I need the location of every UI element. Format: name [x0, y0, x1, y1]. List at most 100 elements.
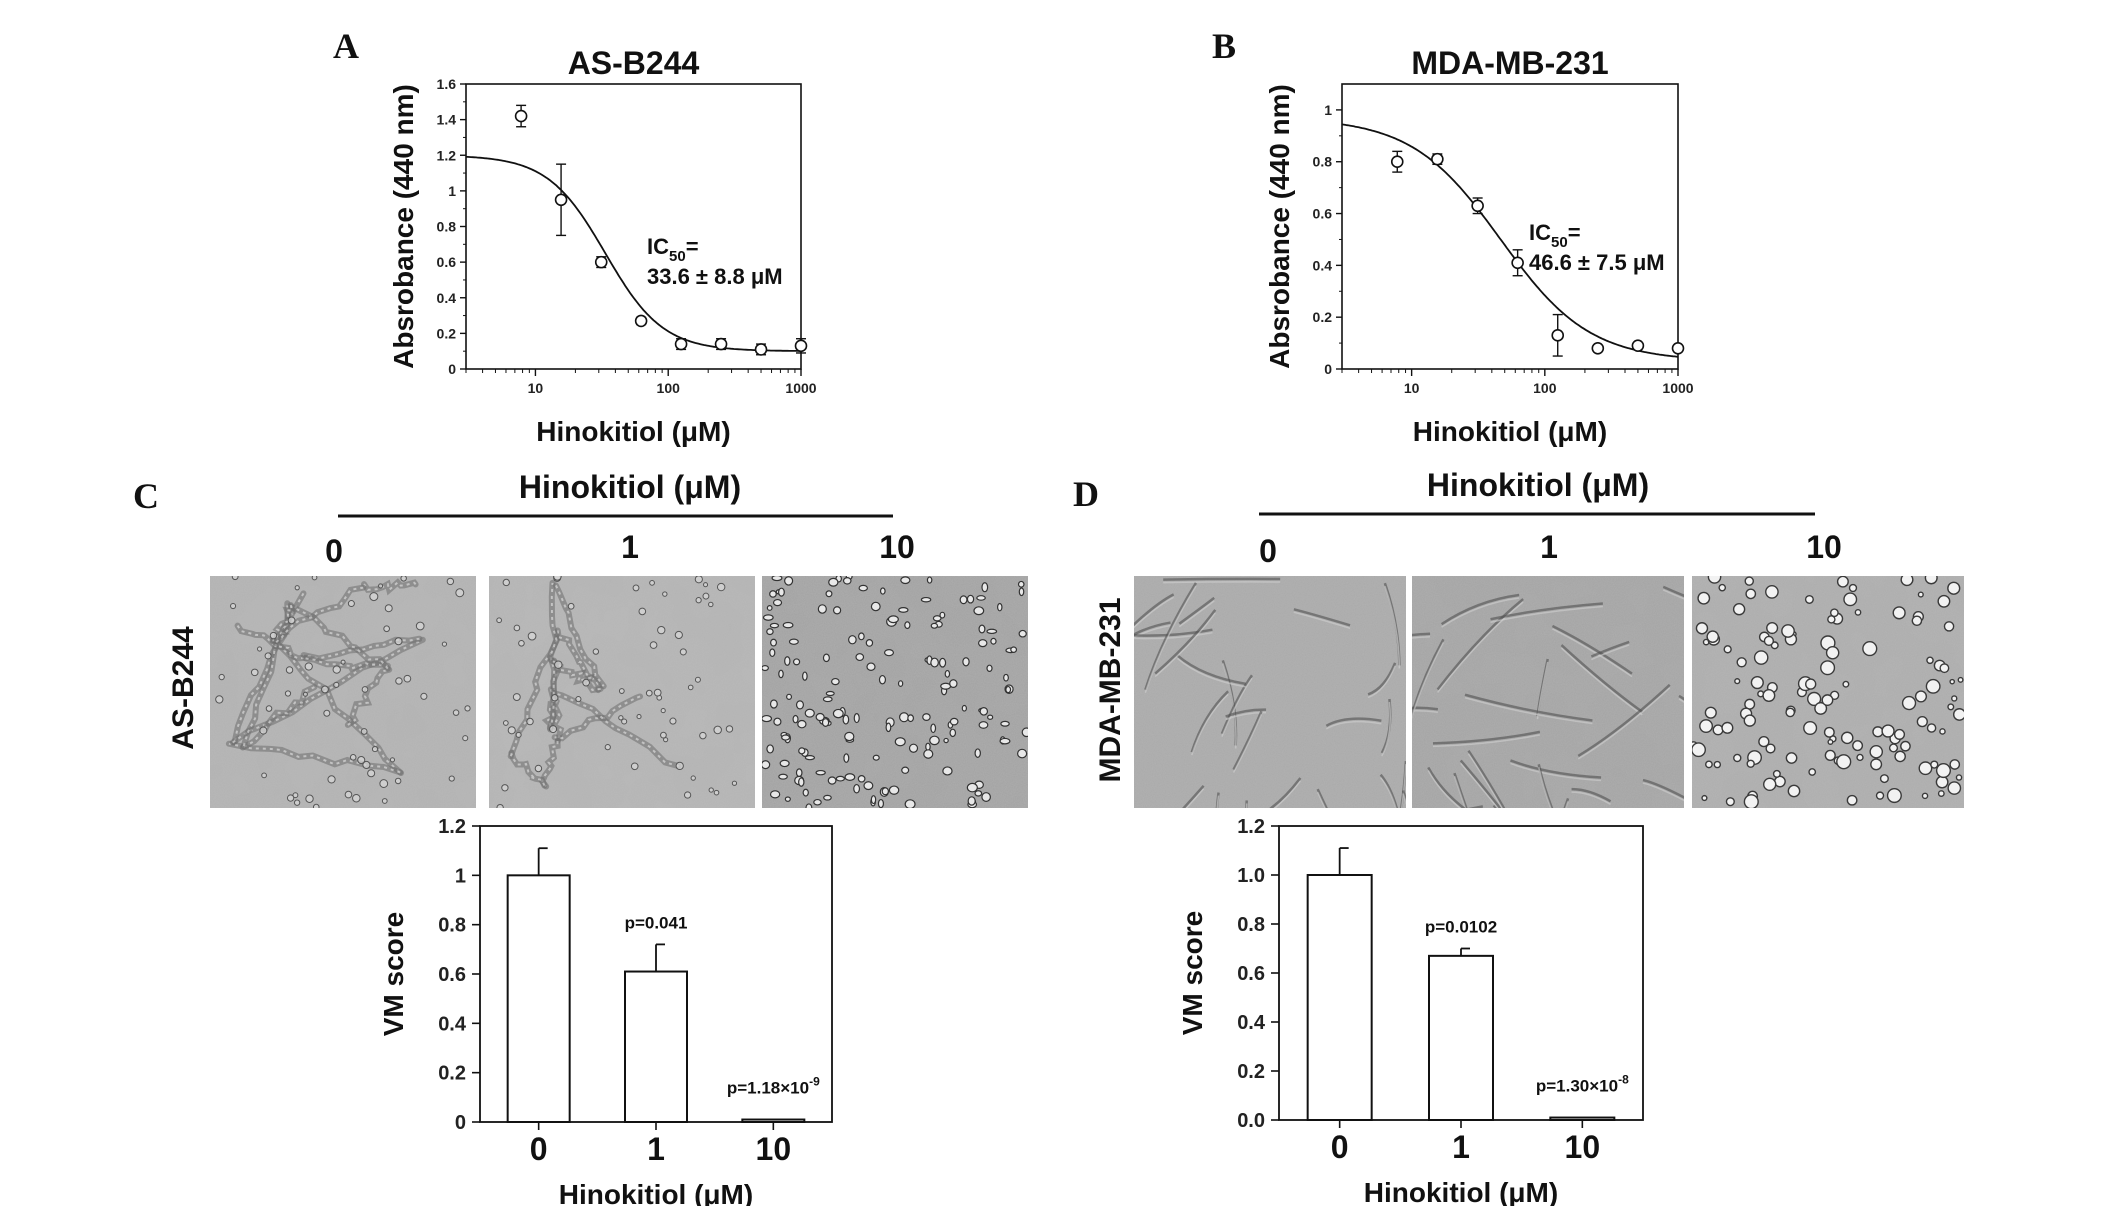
bar — [624, 970, 688, 1123]
bar — [506, 874, 571, 1123]
micrograph-c-conc-1: 1 — [621, 529, 639, 565]
p-value-exponent: -9 — [809, 1075, 820, 1089]
data-point — [594, 255, 608, 269]
data-point — [1671, 341, 1685, 355]
y-tick-label: 1.2 — [1237, 816, 1265, 838]
micrograph-c-10 — [762, 576, 1028, 808]
y-tick-label: 0.2 — [1313, 309, 1333, 325]
y-tick-label: 0.8 — [438, 915, 466, 937]
y-tick-label: 0.4 — [437, 290, 457, 306]
y-tick-label: 1.2 — [437, 147, 457, 163]
x-tick-label: 100 — [1533, 380, 1557, 396]
chart-b-ic50-mda-mb-231: 0 0.2 0.4 0.6 0.8 1 10 100 1000 MDA-MB-231 Hinokit… — [1264, 45, 1694, 447]
data-point — [1511, 256, 1524, 270]
y-tick-label: 0.2 — [438, 1063, 466, 1085]
x-axis-label: Hinokitiol (μM) — [536, 416, 730, 447]
ic50-label-sub: 50 — [1551, 234, 1568, 251]
y-tick-label: 0 — [455, 1112, 466, 1134]
y-tick-label: 0.8 — [437, 219, 457, 235]
p-value-label: p=0.041 — [625, 913, 688, 932]
chart-c-vm-score-as-b244: 0 0.2 0.4 0.6 0.8 1 1.2 0 1 10 p=0.041 p=1.18×10-9 H… — [378, 816, 833, 1206]
x-tick-label: 1000 — [1662, 380, 1693, 396]
x-tick-label: 0 — [530, 1131, 548, 1167]
y-tick-label: 1.2 — [438, 816, 466, 838]
panel-label-a: A — [333, 26, 359, 66]
y-axis-label: VM score — [378, 912, 409, 1037]
ic50-value: 33.6 ± 8.8 μM — [647, 264, 783, 289]
micrograph-c-header: Hinokitiol (μM) — [519, 469, 741, 505]
y-tick-label: 0.2 — [437, 325, 457, 341]
y-tick-label: 0 — [1324, 361, 1332, 377]
data-point — [554, 193, 568, 207]
y-tick-label: 0 — [448, 361, 456, 377]
y-tick-label: 1 — [455, 865, 466, 887]
micrograph-c-conc-0: 0 — [325, 533, 343, 569]
x-tick-label: 0 — [1331, 1129, 1349, 1165]
micrograph-d-conc-10: 10 — [1806, 529, 1842, 565]
micrograph-c-conc-10: 10 — [879, 529, 915, 565]
data-point — [1390, 155, 1404, 169]
micrograph-d-conc-1: 1 — [1540, 529, 1558, 565]
p-value-base: p=1.18×10 — [727, 1079, 809, 1098]
micrograph-d-0 — [1134, 576, 1406, 808]
y-tick-label: 0.8 — [1237, 914, 1265, 936]
x-tick-label: 10 — [528, 380, 544, 396]
chart-a-ic50-as-b244: 0 0.2 0.4 0.6 0.8 1 1.2 1.4 1.6 10 100 1000 AS-B244 H… — [388, 45, 817, 447]
p-value-base: p=1.30×10 — [1536, 1077, 1618, 1096]
y-tick-label: 1.0 — [1237, 865, 1265, 887]
y-tick-label: 0.2 — [1237, 1061, 1265, 1083]
y-tick-label: 0.6 — [437, 254, 457, 270]
y-tick-label: 0.4 — [1313, 257, 1333, 273]
micrograph-d-1 — [1412, 576, 1684, 808]
x-tick-label: 100 — [657, 380, 681, 396]
data-point — [1471, 199, 1484, 213]
bar — [741, 1118, 806, 1123]
chart-title: AS-B244 — [568, 45, 700, 81]
micrograph-d-conc-0: 0 — [1259, 533, 1277, 569]
data-point — [1631, 339, 1645, 352]
fit-curve — [465, 155, 801, 352]
micrograph-d-cell-line: MDA-MB-231 — [1094, 597, 1127, 782]
ic50-label-ic: IC — [647, 234, 669, 259]
ic50-label: IC50= — [647, 234, 699, 265]
data-point — [514, 109, 528, 123]
y-tick-label: 0.0 — [1237, 1110, 1265, 1132]
p-value-label: p=1.30×10-8 — [1536, 1073, 1629, 1096]
micrograph-panel-c: Hinokitiol (μM) 0 1 10 AS-B244 — [167, 469, 1028, 808]
ic50-label-eq: = — [1568, 220, 1581, 245]
x-axis-label: Hinokitiol (μM) — [1364, 1177, 1558, 1206]
y-axis-label: Absrobance (440 nm) — [388, 84, 419, 369]
fit-curve — [1341, 123, 1679, 358]
ic50-label-sub: 50 — [669, 248, 686, 265]
data-point — [674, 337, 688, 351]
chart-d-vm-score-mda-mb-231: 0.0 0.2 0.4 0.6 0.8 1.0 1.2 0 1 10 p=0.0102 p=1.30×… — [1177, 816, 1644, 1206]
micrograph-d-10 — [1692, 576, 1964, 808]
x-tick-label: 10 — [756, 1131, 792, 1167]
y-tick-label: 0.4 — [438, 1013, 467, 1035]
micrograph-c-0 — [210, 576, 476, 808]
data-point — [714, 337, 728, 351]
y-tick-label: 0.4 — [1237, 1012, 1266, 1034]
y-axis-label: VM score — [1177, 911, 1208, 1036]
ic50-label-ic: IC — [1529, 220, 1551, 245]
y-tick-label: 0.8 — [1313, 154, 1333, 170]
bar — [1306, 874, 1373, 1121]
x-axis-label: Hinokitiol (μM) — [559, 1179, 753, 1206]
p-value-label: p=1.18×10-9 — [727, 1075, 820, 1098]
data-point — [1431, 152, 1444, 166]
bar — [1428, 954, 1494, 1121]
data-point — [634, 314, 648, 328]
p-value-label: p=0.0102 — [1425, 918, 1497, 937]
x-tick-label: 1000 — [785, 380, 816, 396]
ic50-value: 46.6 ± 7.5 μM — [1529, 250, 1665, 275]
x-axis-label: Hinokitiol (μM) — [1413, 416, 1607, 447]
micrograph-panel-d: Hinokitiol (μM) 0 1 10 MDA-MB-231 — [1094, 467, 1964, 808]
y-tick-label: 0.6 — [1237, 963, 1265, 985]
data-point — [1591, 341, 1605, 355]
x-tick-label: 1 — [647, 1131, 665, 1167]
y-tick-label: 0.6 — [438, 964, 466, 986]
panel-label-b: B — [1212, 26, 1236, 66]
data-point — [794, 339, 808, 353]
plot-frame — [1341, 83, 1679, 370]
